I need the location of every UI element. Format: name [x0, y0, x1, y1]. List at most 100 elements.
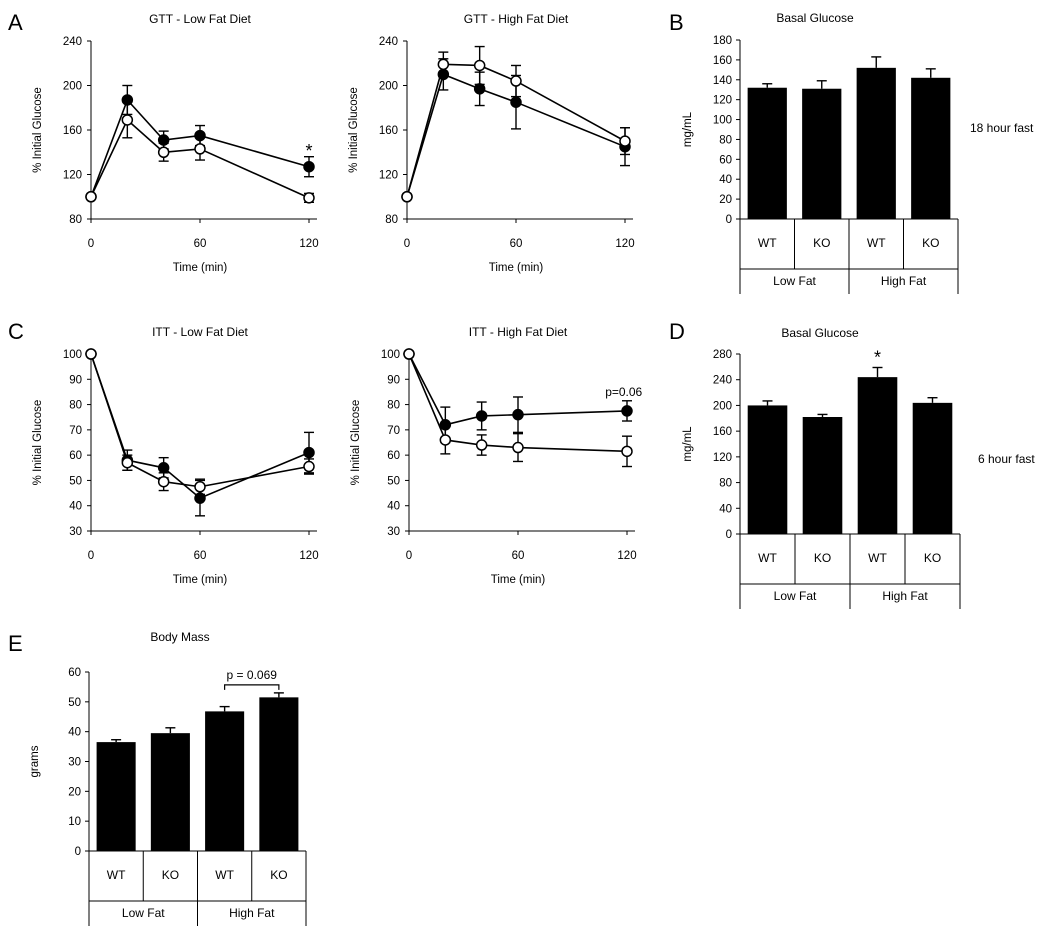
bar	[856, 67, 896, 219]
category-label: KO	[922, 236, 939, 250]
y-tick-label: 40	[68, 727, 81, 739]
y-tick-label: 50	[69, 475, 82, 487]
y-tick-label: 50	[387, 475, 400, 487]
data-point-filled	[439, 419, 452, 431]
x-tick-label: 60	[194, 550, 207, 562]
chart-title: Basal Glucose	[776, 11, 854, 25]
category-label: WT	[868, 551, 887, 565]
y-tick-label: 30	[68, 757, 81, 769]
fast-duration-note: 18 hour fast	[970, 121, 1034, 135]
chart-title: Basal Glucose	[781, 326, 859, 340]
y-tick-label: 90	[387, 374, 400, 386]
y-tick-label: 70	[69, 425, 82, 437]
x-tick-label: 0	[88, 550, 94, 562]
data-point-open	[403, 348, 415, 360]
data-point-open	[157, 475, 170, 488]
category-label: WT	[758, 236, 777, 250]
y-tick-label: 280	[713, 349, 732, 361]
y-axis-label: mg/mL	[682, 111, 694, 147]
data-point-filled	[121, 94, 134, 106]
data-point-open	[619, 135, 631, 147]
panel-label-e: E	[8, 631, 23, 656]
y-tick-label: 120	[713, 452, 732, 464]
bar	[911, 77, 951, 220]
y-tick-label: 40	[69, 501, 82, 513]
y-tick-label: 160	[713, 55, 732, 67]
y-tick-label: 80	[69, 400, 82, 412]
group-label: Low Fat	[773, 274, 816, 288]
y-tick-label: 200	[63, 81, 82, 93]
y-tick-label: 200	[379, 81, 398, 93]
x-axis-label: Time (min)	[173, 262, 228, 274]
data-point-filled	[157, 134, 170, 146]
category-label: KO	[270, 868, 287, 882]
data-point-open	[194, 143, 206, 155]
panel-label-d: D	[669, 319, 685, 344]
data-point-open	[121, 114, 134, 126]
data-point-open	[510, 75, 522, 87]
x-tick-label: 120	[617, 550, 636, 562]
chart-title: ITT - Low Fat Diet	[152, 325, 248, 339]
y-tick-label: 160	[63, 125, 82, 137]
bar	[802, 417, 843, 534]
data-point-filled	[512, 408, 524, 421]
panel-label-a: A	[8, 10, 23, 35]
panel-label-b: B	[669, 10, 684, 35]
chart-title: Body Mass	[150, 630, 209, 644]
y-axis-label: grams	[29, 745, 41, 777]
y-axis-label: % Initial Glucose	[32, 87, 44, 173]
y-tick-label: 80	[69, 214, 82, 226]
x-tick-label: 120	[615, 238, 634, 250]
y-tick-label: 160	[713, 426, 732, 438]
x-tick-label: 120	[299, 550, 318, 562]
data-point-open	[512, 441, 524, 454]
category-label: KO	[924, 551, 941, 565]
chart-itt_low: ITT - Low Fat Diet 30 40 50 60 70 80 90 100 0 60 12…	[32, 325, 319, 586]
chart-title: GTT - High Fat Diet	[464, 12, 569, 26]
group-label: High Fat	[229, 906, 275, 920]
data-point-open	[303, 192, 315, 204]
category-label: WT	[758, 551, 777, 565]
y-tick-label: 40	[719, 503, 732, 515]
data-point-open	[439, 434, 452, 446]
y-tick-label: 70	[387, 425, 400, 437]
p-value-annotation: p = 0.069	[227, 668, 278, 682]
y-tick-label: 20	[68, 786, 81, 798]
bar	[150, 733, 190, 851]
group-label: Low Fat	[774, 589, 817, 603]
data-point-filled	[194, 129, 206, 142]
data-point-filled	[194, 492, 206, 504]
y-tick-label: 40	[387, 501, 400, 513]
data-point-filled	[510, 96, 522, 108]
y-tick-label: 180	[713, 35, 732, 47]
category-label: KO	[813, 236, 830, 250]
data-point-open	[401, 191, 413, 203]
y-tick-label: 240	[63, 36, 82, 48]
chart-itt_high: ITT - High Fat Diet 30 40 50 60 70 80 90 100 0 60 1…	[350, 325, 643, 586]
comparison-bracket	[224, 684, 280, 690]
significance-star: *	[305, 141, 312, 161]
y-tick-label: 100	[381, 349, 400, 361]
y-tick-label: 240	[379, 36, 398, 48]
y-tick-label: 160	[379, 125, 398, 137]
y-tick-label: 80	[719, 134, 732, 146]
y-tick-label: 200	[713, 400, 732, 412]
chart-basal_18h: Basal Glucose 0 20 40 60 80 100 120 140 160 180 mg/…	[682, 11, 1034, 294]
bar	[802, 88, 842, 219]
data-point-open	[473, 59, 486, 72]
x-tick-label: 60	[512, 550, 525, 562]
y-tick-label: 80	[385, 214, 398, 226]
y-tick-label: 140	[713, 75, 732, 87]
data-point-filled	[303, 160, 315, 173]
series-line-filled	[90, 353, 310, 500]
x-tick-label: 0	[88, 238, 94, 250]
category-label: KO	[814, 551, 831, 565]
bar	[857, 377, 898, 534]
y-tick-label: 120	[63, 170, 82, 182]
chart-body_mass: Body Mass 0 10 20 30 40 50 60 grams WT KO WT KO Low F…	[29, 630, 307, 926]
data-point-open	[475, 439, 488, 451]
data-point-filled	[303, 446, 315, 459]
chart-gtt_low: GTT - Low Fat Diet 80 120 160 200 240 0 60 120 Ti…	[32, 12, 319, 274]
y-tick-label: 10	[68, 816, 81, 828]
x-tick-label: 0	[406, 550, 412, 562]
